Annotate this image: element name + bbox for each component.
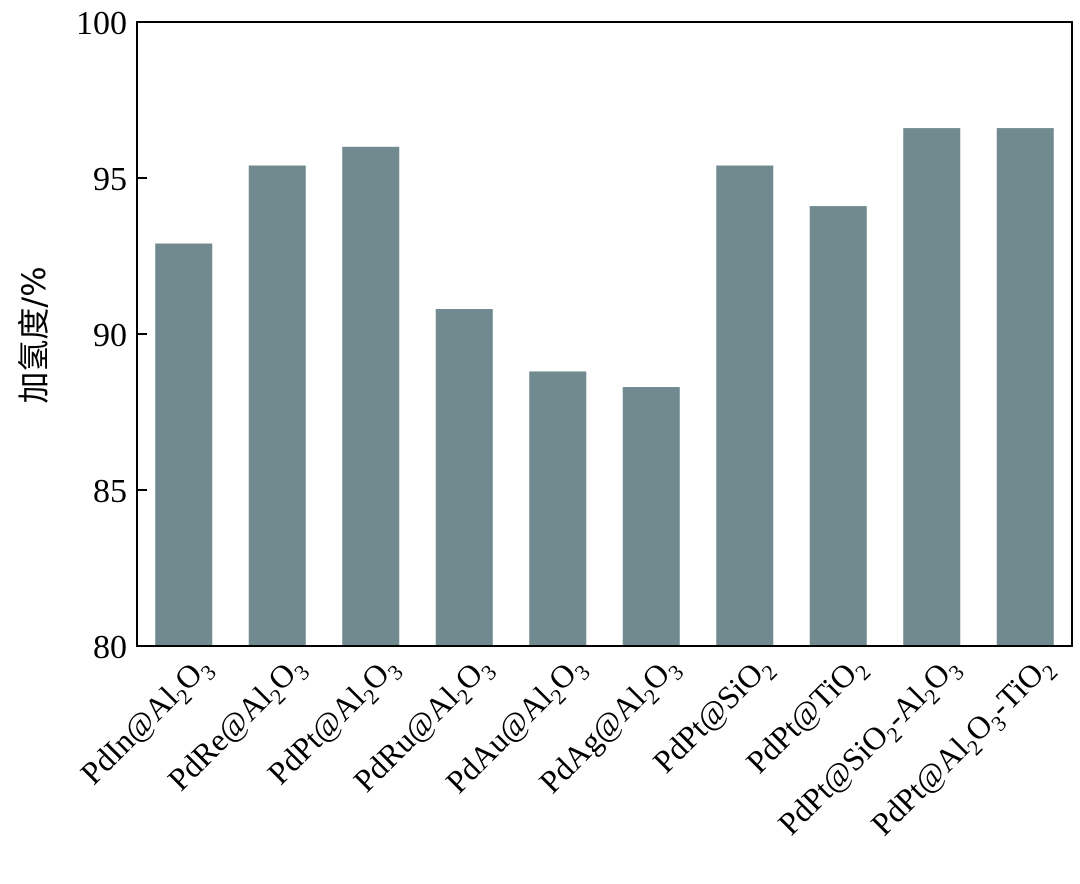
y-tick-label-0: 80 <box>93 629 127 666</box>
x-axis-labels: PdIn@Al2O3PdRe@Al2O3PdPt@Al2O3PdRu@Al2O3… <box>73 655 1062 842</box>
bar-4 <box>529 371 587 646</box>
y-tick-label-1: 85 <box>93 473 127 510</box>
bar-3 <box>435 309 493 646</box>
y-tick-label-2: 90 <box>93 317 127 354</box>
y-axis-title: 加氢度/% <box>15 266 53 403</box>
bar-1 <box>248 165 306 646</box>
y-tick-label-3: 95 <box>93 161 127 198</box>
y-tick-label-4: 100 <box>76 5 127 42</box>
y-axis-ticks: 80 85 90 95 100 <box>76 5 147 666</box>
bar-0 <box>155 243 213 646</box>
bar-9 <box>996 128 1054 646</box>
bar-6 <box>716 165 774 646</box>
bar-7 <box>809 206 867 646</box>
bar-8 <box>903 128 961 646</box>
bars-group <box>155 128 1054 647</box>
bar-2 <box>342 146 400 647</box>
bar-5 <box>622 387 680 646</box>
